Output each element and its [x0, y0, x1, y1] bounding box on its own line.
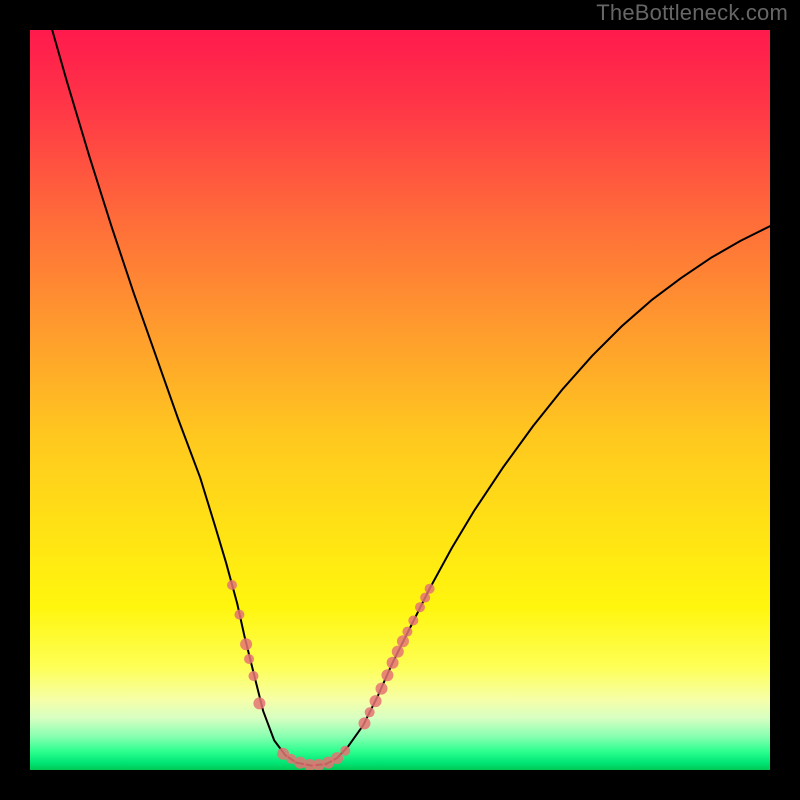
data-marker — [392, 646, 404, 658]
stage: TheBottleneck.com — [0, 0, 800, 800]
data-marker — [387, 657, 399, 669]
data-marker — [402, 627, 412, 637]
data-marker — [227, 580, 237, 590]
data-marker — [397, 635, 409, 647]
plot-svg — [30, 30, 770, 770]
data-marker — [381, 669, 393, 681]
data-marker — [244, 654, 254, 664]
gradient-background — [30, 30, 770, 770]
watermark-text: TheBottleneck.com — [596, 0, 788, 26]
data-marker — [253, 697, 265, 709]
data-marker — [340, 746, 350, 756]
plot-area — [30, 30, 770, 770]
data-marker — [358, 717, 370, 729]
data-marker — [248, 671, 258, 681]
data-marker — [376, 683, 388, 695]
data-marker — [240, 638, 252, 650]
data-marker — [420, 593, 430, 603]
data-marker — [370, 695, 382, 707]
data-marker — [365, 707, 375, 717]
data-marker — [331, 752, 343, 764]
data-marker — [415, 602, 425, 612]
data-marker — [408, 616, 418, 626]
data-marker — [425, 584, 435, 594]
data-marker — [234, 610, 244, 620]
